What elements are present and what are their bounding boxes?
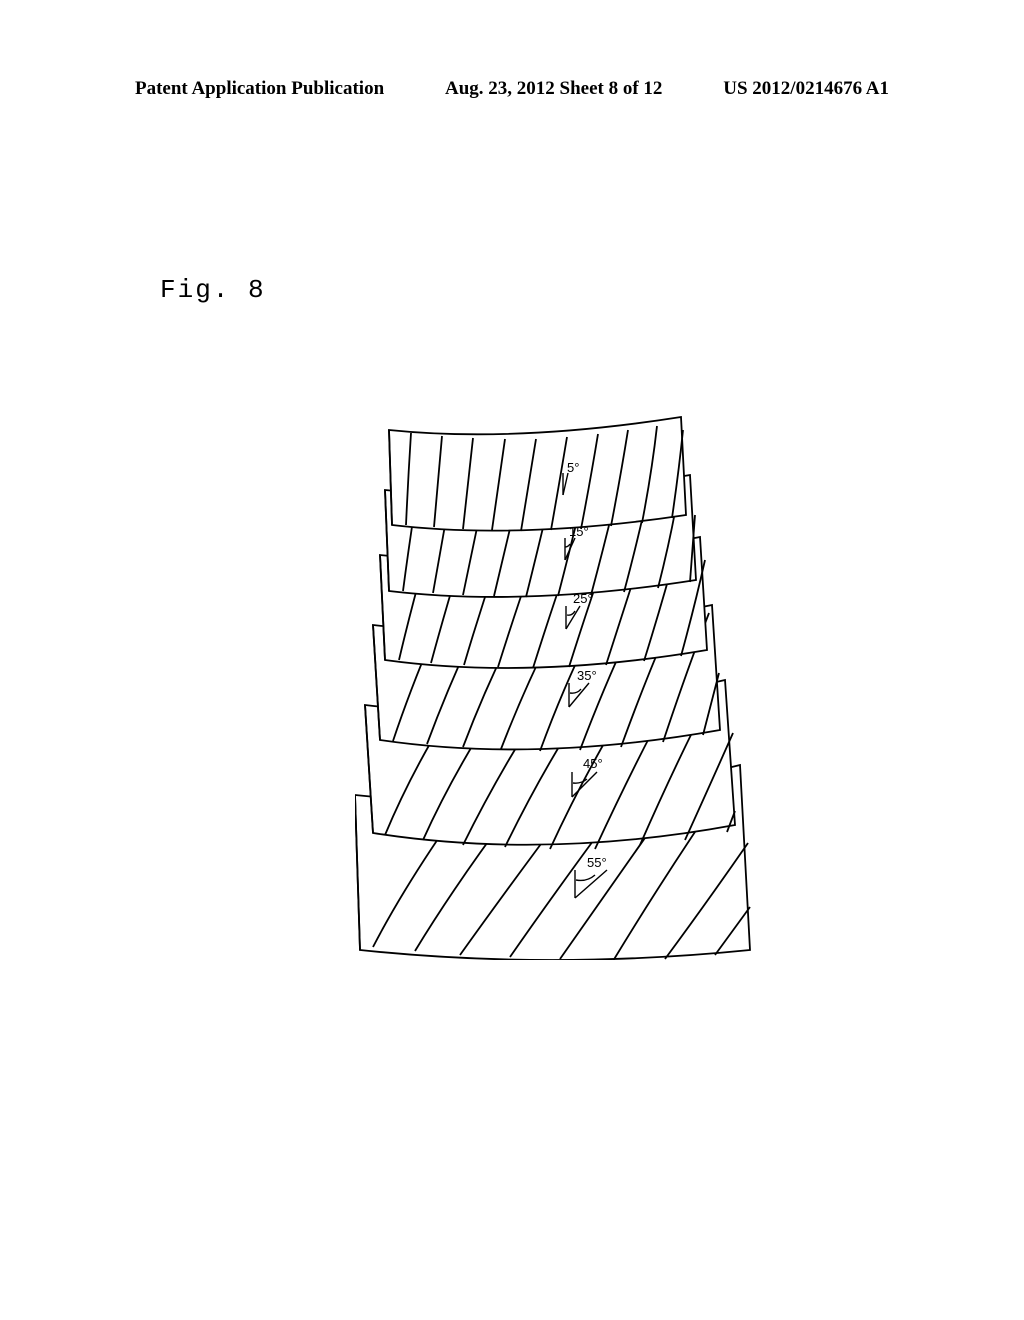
page-header: Patent Application Publication Aug. 23, … bbox=[0, 78, 1024, 100]
angle-label-35: 35° bbox=[577, 668, 597, 683]
figure-8-diagram: 55° 45° bbox=[355, 395, 765, 960]
header-publication-type: Patent Application Publication bbox=[135, 78, 384, 100]
angle-label-45: 45° bbox=[583, 756, 603, 771]
header-date-sheet: Aug. 23, 2012 Sheet 8 of 12 bbox=[445, 78, 662, 100]
figure-label: Fig. 8 bbox=[160, 275, 266, 305]
header-publication-number: US 2012/0214676 A1 bbox=[723, 78, 889, 100]
angle-label-5: 5° bbox=[567, 460, 579, 475]
angle-label-55: 55° bbox=[587, 855, 607, 870]
